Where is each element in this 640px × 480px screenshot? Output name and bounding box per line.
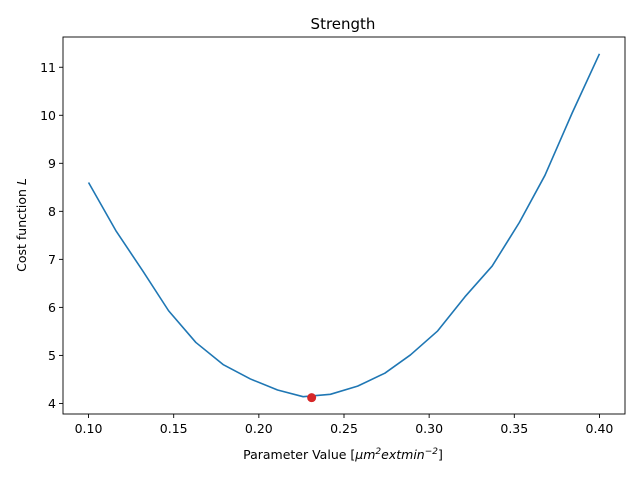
y-tick-label: 9 [48, 156, 56, 171]
y-tick-label: 10 [40, 108, 56, 123]
x-tick-label: 0.35 [500, 421, 528, 436]
y-tick-label: 7 [48, 252, 56, 267]
y-axis-label-var: L [14, 178, 29, 185]
y-axis: 4 5 6 7 8 9 10 11 [40, 60, 63, 411]
y-tick-label: 4 [48, 396, 56, 411]
x-axis-label-sup2: −2 [425, 447, 439, 457]
y-axis-label-main: Cost function [14, 185, 29, 272]
y-tick-label: 5 [48, 348, 56, 363]
x-axis-label-unit-mid: extmin [381, 447, 425, 462]
x-axis-label-unit: μm [354, 447, 375, 462]
x-tick-label: 0.25 [330, 421, 358, 436]
y-axis-label: Cost function L [14, 178, 29, 272]
x-axis-label-sup1: 2 [375, 447, 381, 457]
x-tick-label: 0.20 [245, 421, 273, 436]
minimum-point-marker [307, 393, 317, 403]
y-tick-label: 8 [48, 204, 56, 219]
y-tick-label: 11 [40, 60, 56, 75]
x-axis: 0.10 0.15 0.20 0.25 0.30 0.35 0.40 [75, 414, 614, 436]
y-tick-label: 6 [48, 300, 56, 315]
x-tick-label: 0.40 [586, 421, 614, 436]
x-axis-label-end: ] [438, 447, 443, 462]
chart-title: Strength [311, 15, 376, 33]
x-axis-label: Parameter Value [μm2extmin−2] [243, 447, 443, 462]
x-tick-label: 0.30 [415, 421, 443, 436]
x-tick-label: 0.10 [75, 421, 103, 436]
x-axis-label-main: Parameter Value [ [243, 447, 355, 462]
plot-area [87, 53, 601, 403]
series-line-0 [87, 53, 601, 398]
x-tick-label: 0.15 [160, 421, 188, 436]
